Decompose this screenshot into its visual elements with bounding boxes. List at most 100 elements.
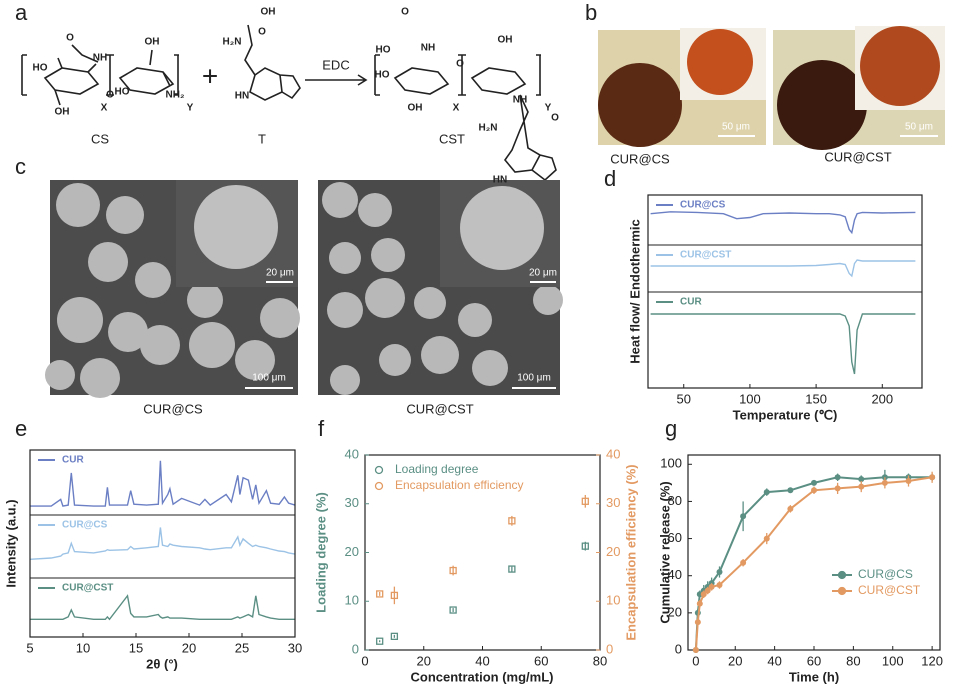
scale-label: 50 μm <box>722 122 750 133</box>
data-point <box>700 591 707 598</box>
x-tick-label: 10 <box>76 640 90 655</box>
y-tick-label: 0 <box>606 641 613 656</box>
caption: CUR@CS <box>143 401 203 416</box>
y-tick-label: 10 <box>606 593 620 608</box>
legend-label: CUR@CST <box>680 250 731 261</box>
atom-label: HO <box>33 63 48 74</box>
label-t: T <box>258 131 266 146</box>
data-point <box>708 583 715 590</box>
y-axis-label: Cumulative release (%) <box>657 481 672 623</box>
legend-label: CUR@CS <box>62 520 108 531</box>
series-line <box>30 460 296 507</box>
panel-letter: g <box>665 416 677 441</box>
data-point <box>929 474 936 481</box>
data-point <box>787 487 794 494</box>
x-tick-label: 80 <box>593 653 607 668</box>
data-point <box>763 489 770 496</box>
caption: CUR@CST <box>406 401 473 416</box>
y-axis-label: Heat flow/ Endothermic <box>627 219 642 363</box>
panel-letter: d <box>604 166 616 191</box>
data-point <box>740 513 747 520</box>
data-point <box>905 478 912 484</box>
atom-label: OH <box>145 37 160 48</box>
atom-label: OH <box>55 107 70 118</box>
atom-label: H₂N <box>479 123 498 134</box>
y2-axis-label: Encapsulation efficiency (%) <box>623 464 638 640</box>
data-point <box>716 569 723 575</box>
legend-marker <box>837 570 847 580</box>
atom-label: O <box>66 33 74 44</box>
micrograph-left <box>598 28 766 147</box>
atom-label: HN <box>235 91 249 102</box>
scale-label: 100 μm <box>252 373 286 384</box>
data-point <box>811 479 817 486</box>
data-point <box>763 535 770 542</box>
legend-label: CUR <box>62 455 84 466</box>
atom-label: O <box>258 27 266 38</box>
x-tick-label: 20 <box>728 653 742 668</box>
panel-letter: f <box>318 416 325 441</box>
atom-label: HO <box>115 87 130 98</box>
x-tick-label: 150 <box>805 391 827 406</box>
y-tick-label: 0 <box>675 641 682 656</box>
data-point <box>449 606 457 614</box>
y-axis-label: Intensity (a.u.) <box>3 499 18 587</box>
data-point <box>694 619 701 626</box>
atom-label: Y <box>545 103 552 114</box>
data-point <box>390 632 399 640</box>
x-tick-label: 30 <box>288 640 302 655</box>
data-point <box>716 582 723 588</box>
legend-label: CUR@CST <box>62 583 113 594</box>
panel-letter: b <box>585 0 597 25</box>
atom-label: H₂N <box>223 37 242 48</box>
atom-label: HN <box>493 175 507 186</box>
legend-label: CUR@CS <box>680 200 726 211</box>
data-point <box>581 542 589 550</box>
atom-label: X <box>101 103 108 114</box>
legend-label: CUR@CST <box>858 583 921 597</box>
scale-label: 20 μm <box>266 268 294 279</box>
y-tick-label: 0 <box>352 641 359 656</box>
y-tick-label: 40 <box>606 446 620 461</box>
label-cst: CST <box>439 131 465 146</box>
scheme-bonds <box>21 24 557 182</box>
y-tick-label: 60 <box>668 530 682 545</box>
atom-label: O <box>106 90 114 101</box>
x-axis-label: 2θ (°) <box>146 656 178 671</box>
atom-label: OH <box>408 103 423 114</box>
x-tick-label: 100 <box>739 391 761 406</box>
y-tick-label: 30 <box>345 495 359 510</box>
plot-frame <box>29 449 296 638</box>
legend-label: Encapsulation efficiency <box>395 478 524 492</box>
scale-label: 50 μm <box>905 122 933 133</box>
data-point <box>376 590 384 598</box>
atom-label: HO <box>376 45 391 56</box>
series-line <box>30 594 295 621</box>
atom-label: O <box>551 113 559 124</box>
x-tick-label: 40 <box>767 653 781 668</box>
sem-left <box>45 180 300 398</box>
legend-label: CUR@CS <box>858 567 913 581</box>
legend-marker <box>374 481 384 491</box>
scale-label: 100 μm <box>517 373 551 384</box>
x-tick-label: 0 <box>692 653 699 668</box>
plot-frame <box>647 194 923 389</box>
x-tick-label: 5 <box>26 640 33 655</box>
caption: CUR@CS <box>610 151 670 166</box>
series-line <box>29 527 296 560</box>
scheme-labels: CS T CST EDC + <box>91 57 465 146</box>
atom-label: OH <box>261 7 276 18</box>
plus-sign: + <box>202 60 218 91</box>
legend-label: Loading degree <box>395 462 479 476</box>
data-point <box>787 505 794 512</box>
data-point <box>449 566 457 575</box>
caption: CUR@CST <box>824 149 891 164</box>
data-point <box>508 517 516 525</box>
y-tick-label: 20 <box>606 544 620 559</box>
legend-label: CUR <box>680 297 702 308</box>
reagent: EDC <box>322 57 349 72</box>
data-point <box>858 476 865 483</box>
data-point <box>581 497 589 505</box>
x-tick-label: 40 <box>475 653 489 668</box>
